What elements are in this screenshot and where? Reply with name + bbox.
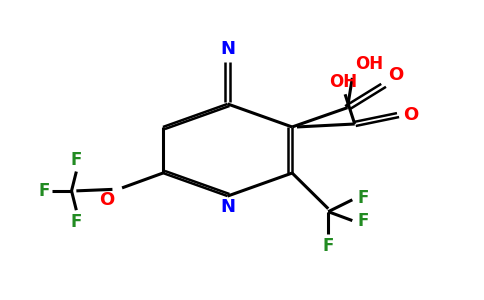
Text: O: O: [100, 191, 115, 209]
Text: N: N: [220, 198, 235, 216]
Text: F: F: [357, 189, 368, 207]
Text: OH: OH: [355, 56, 383, 74]
Text: F: F: [39, 182, 50, 200]
Text: F: F: [322, 237, 334, 255]
Text: O: O: [403, 106, 418, 124]
Text: F: F: [71, 151, 82, 169]
Text: F: F: [71, 213, 82, 231]
Text: OH: OH: [329, 73, 357, 91]
Text: N: N: [220, 40, 235, 58]
Text: F: F: [357, 212, 368, 230]
Text: O: O: [388, 66, 404, 84]
